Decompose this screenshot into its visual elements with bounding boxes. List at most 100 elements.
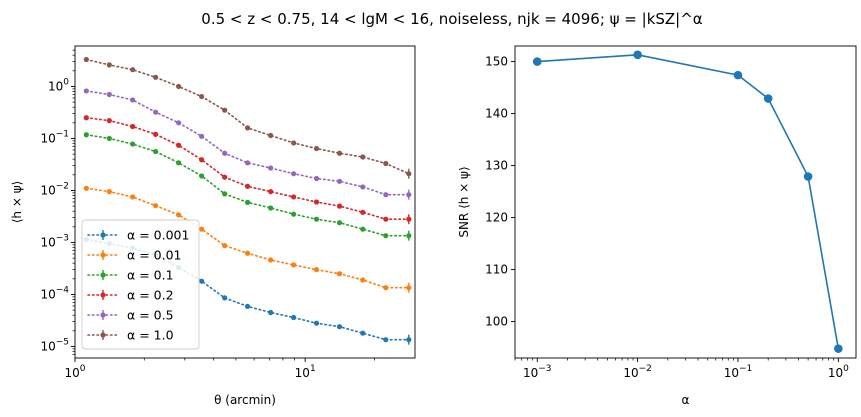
data-point	[336, 324, 343, 330]
legend-entry: α = 1.0	[87, 328, 174, 343]
data-point	[176, 142, 182, 148]
data-point	[268, 165, 274, 171]
data-point	[336, 271, 343, 277]
data-point	[222, 295, 228, 301]
data-point	[106, 135, 112, 142]
right-panel: 10−3 10−2 10−1 100 100 110 120 130 140 150 α SNR ⟨h…	[457, 45, 857, 407]
legend-marker	[100, 332, 106, 338]
data-point	[244, 125, 251, 131]
data-point	[313, 199, 320, 205]
data-point	[268, 205, 274, 211]
data-point	[834, 344, 843, 353]
data-point	[360, 277, 366, 283]
data-point	[291, 211, 297, 217]
x-axis-label: α	[682, 393, 690, 407]
data-point	[153, 148, 159, 155]
data-point	[176, 212, 182, 218]
series-3	[83, 132, 412, 241]
data-point	[360, 330, 366, 336]
x-tick-label: 10−1	[724, 364, 753, 380]
data-point	[360, 184, 366, 190]
data-point	[406, 233, 412, 239]
legend-label: α = 0.01	[127, 248, 182, 263]
data-point	[336, 203, 343, 209]
data-point	[153, 109, 159, 115]
x-axis-label: θ (arcmin)	[214, 393, 276, 407]
data-point	[291, 262, 297, 268]
data-point	[733, 70, 743, 80]
y-tick-label: 10−4	[40, 285, 69, 301]
series-line	[85, 90, 410, 196]
data-point	[244, 199, 251, 205]
data-point	[383, 233, 389, 239]
data-point	[83, 185, 89, 191]
data-point	[360, 209, 366, 215]
legend-label: α = 1.0	[127, 328, 174, 343]
data-point	[176, 160, 182, 166]
data-point	[244, 303, 251, 309]
legend-entry: α = 0.001	[87, 228, 189, 243]
legend-marker	[100, 232, 106, 238]
snr-series	[532, 50, 843, 353]
series-6	[83, 56, 412, 179]
y-tick-label: 100	[48, 77, 69, 93]
y-tick-label: 110	[485, 263, 508, 277]
data-point	[106, 189, 112, 195]
data-point	[222, 107, 228, 113]
data-point	[222, 191, 228, 197]
series-5	[83, 88, 412, 200]
data-point	[313, 267, 320, 273]
data-point	[199, 226, 205, 232]
data-point	[244, 160, 251, 166]
series-4	[83, 115, 412, 225]
data-point	[406, 216, 412, 222]
data-point	[83, 56, 89, 63]
legend-box	[81, 219, 200, 350]
data-point	[130, 141, 136, 147]
data-point	[268, 132, 274, 139]
data-point	[106, 91, 112, 98]
data-point	[763, 94, 773, 103]
data-point	[633, 50, 642, 60]
data-point	[199, 157, 205, 163]
data-point	[268, 309, 274, 316]
y-axis-label: SNR ⟨h × ψ⟩	[457, 166, 471, 237]
data-point	[83, 115, 89, 121]
data-point	[383, 160, 389, 167]
data-point	[268, 189, 274, 195]
data-point	[244, 183, 251, 189]
left-axes-frame	[74, 45, 416, 359]
legend: α = 0.001 α = 0.01 α = 0.1 α = 0.2 α = 0.5 α …	[81, 219, 200, 350]
x-tick-label: 101	[295, 364, 316, 380]
data-point	[360, 226, 366, 232]
y-tick-label: 150	[485, 55, 508, 69]
legend-marker	[100, 252, 106, 258]
data-point	[222, 174, 228, 180]
data-point	[383, 337, 389, 343]
y-tick-label: 130	[485, 159, 508, 173]
data-point	[222, 150, 228, 156]
figure-title: 0.5 < z < 0.75, 14 < lgM < 16, noiseless…	[201, 10, 702, 28]
legend-label: α = 0.001	[127, 228, 189, 243]
legend-entry: α = 0.1	[87, 268, 174, 283]
data-point	[176, 120, 182, 126]
data-point	[83, 88, 89, 94]
legend-entry: α = 0.5	[87, 308, 174, 323]
legend-entry: α = 0.2	[87, 288, 174, 303]
x-tick-label: 10−3	[523, 364, 552, 380]
data-point	[383, 216, 389, 222]
data-point	[803, 172, 813, 181]
data-point	[291, 314, 297, 321]
data-point	[383, 285, 389, 291]
data-point	[360, 154, 366, 160]
data-point	[176, 83, 182, 90]
data-point	[130, 67, 136, 73]
data-point	[291, 194, 297, 200]
y-tick-label: 100	[485, 315, 508, 329]
data-point	[291, 171, 297, 177]
data-point	[532, 57, 542, 66]
data-point	[406, 192, 412, 198]
data-point	[130, 194, 136, 200]
data-point	[291, 140, 297, 146]
data-point	[153, 203, 159, 209]
